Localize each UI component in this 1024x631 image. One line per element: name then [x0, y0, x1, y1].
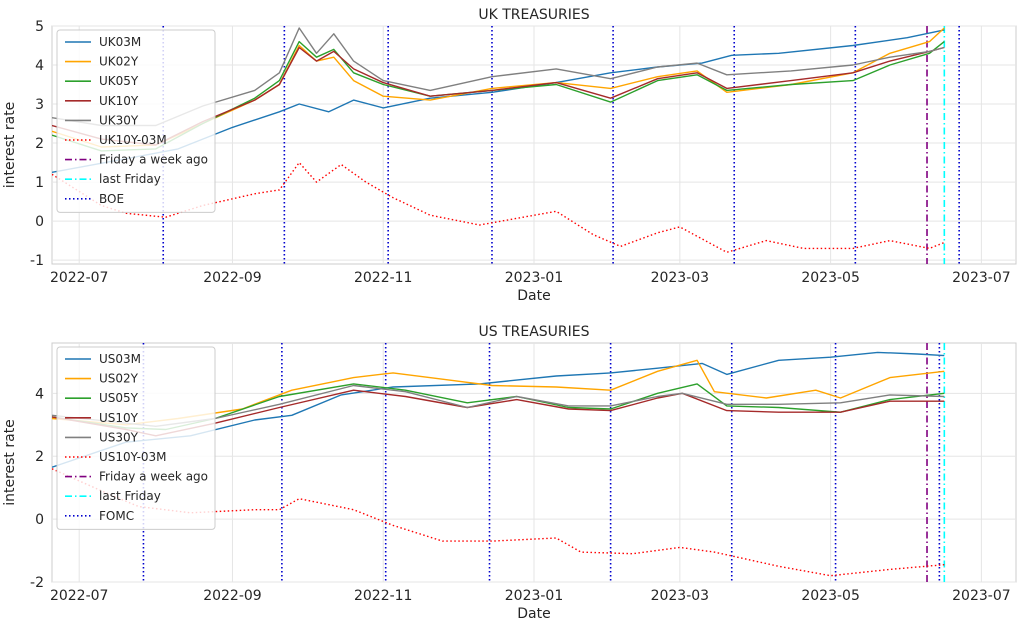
x-tick-label: 2023-03 [651, 270, 710, 286]
chart-panel-1: -1 0 1 2 3 4 5 2022-07 2022-09 2022-11 2023-01 2023… [2, 7, 1017, 304]
legend-label: UK10Y [99, 94, 139, 108]
x-tick-label: 2022-07 [50, 588, 109, 604]
y-tick-label: 5 [35, 19, 44, 35]
legend-label: US10Y-03M [99, 450, 167, 464]
plot-content [52, 26, 960, 264]
series-line-us03m [52, 351, 945, 468]
x-tick-label: 2023-07 [952, 588, 1011, 604]
series-line-uk03m [52, 29, 945, 173]
chart-panel-2: -2 0 2 4 2022-07 2022-09 2022-11 2023-01 2023-03… [2, 324, 1017, 622]
x-axis-label: Date [517, 288, 550, 304]
chart-title: US TREASURIES [478, 324, 589, 340]
legend-label: US05Y [99, 391, 139, 405]
legend-label: US02Y [99, 372, 139, 386]
legend-label: FOMC [99, 509, 134, 523]
legend-label: last Friday [99, 172, 161, 186]
legend: UK03M UK02Y UK05Y UK10Y UK30Y UK10Y-03M Friday… [56, 29, 216, 213]
y-tick-label: 0 [35, 512, 44, 528]
y-tick-label: 2 [35, 449, 44, 465]
chart-title: UK TREASURIES [478, 7, 589, 23]
y-tick-label: 0 [35, 214, 44, 230]
legend-label: last Friday [99, 489, 161, 503]
legend-label: US30Y [99, 430, 139, 444]
x-tick-label: 2023-01 [505, 270, 564, 286]
legend-label: BOE [99, 192, 124, 206]
x-axis-label: Date [517, 606, 550, 622]
series-line-uk30y [52, 27, 945, 127]
x-tick-label: 2023-01 [505, 588, 564, 604]
x-tick-label: 2022-09 [203, 270, 262, 286]
x-tick-label: 2022-11 [354, 270, 413, 286]
x-tick-label: 2022-09 [203, 588, 262, 604]
x-tick-label: 2022-07 [50, 270, 109, 286]
legend-box [56, 29, 216, 213]
legend: US03M US02Y US05Y US10Y US30Y US10Y-03M Friday… [56, 346, 216, 530]
y-tick-label: 3 [35, 97, 44, 113]
y-tick-label: 1 [35, 175, 44, 191]
legend-label: UK05Y [99, 74, 139, 88]
legend-label: Friday a week ago [99, 470, 208, 484]
legend-label: UK30Y [99, 113, 139, 127]
legend-label: Friday a week ago [99, 153, 208, 167]
y-tick-label: 2 [35, 136, 44, 152]
y-tick-label: 4 [35, 58, 44, 74]
legend-label: UK03M [99, 35, 141, 49]
x-tick-label: 2023-07 [952, 270, 1011, 286]
series-line-uk10y-03m [52, 161, 945, 254]
x-tick-label: 2023-03 [651, 588, 710, 604]
legend-label: UK10Y-03M [99, 133, 167, 147]
series-line-uk10y [52, 46, 945, 146]
legend-box [56, 346, 216, 530]
x-tick-label: 2023-05 [801, 588, 860, 604]
x-tick-label: 2023-05 [801, 270, 860, 286]
x-tick-label: 2022-11 [354, 588, 413, 604]
y-tick-label: 4 [35, 386, 44, 402]
legend-label: US10Y [99, 411, 139, 425]
y-axis-label: interest rate [2, 102, 18, 189]
y-axis-label: interest rate [2, 419, 18, 506]
y-tick-label: -1 [30, 253, 44, 269]
legend-label: US03M [99, 352, 141, 366]
y-tick-label: -2 [30, 575, 44, 591]
legend-label: UK02Y [99, 55, 139, 69]
